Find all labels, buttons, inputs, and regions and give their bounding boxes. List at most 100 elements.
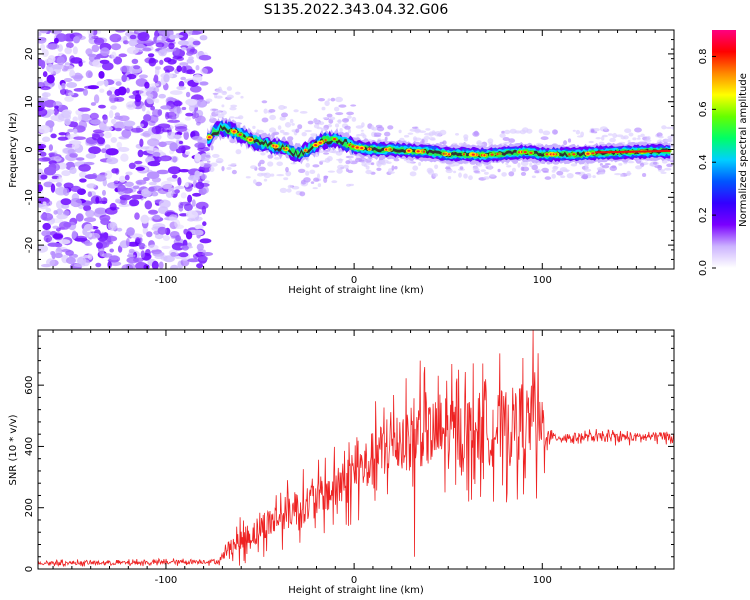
- y-tick-label: 0: [24, 566, 35, 572]
- noise-blob: [174, 189, 180, 194]
- speckle: [582, 173, 589, 180]
- noise-blob: [180, 76, 186, 81]
- noise-blob: [101, 148, 107, 154]
- speckle: [283, 106, 288, 109]
- noise-blob: [178, 252, 189, 258]
- noise-blob: [130, 194, 144, 200]
- noise-blob: [66, 82, 78, 88]
- noise-blob: [134, 237, 141, 246]
- noise-blob: [55, 182, 62, 188]
- speckle: [501, 172, 507, 177]
- ridge-peak: [529, 151, 533, 154]
- speckle: [634, 127, 642, 133]
- noise-blob: [179, 201, 191, 206]
- noise-blob: [40, 60, 46, 70]
- noise-blob: [88, 32, 95, 41]
- noise-blob: [41, 49, 49, 57]
- speckle: [425, 128, 431, 131]
- noise-blob: [197, 99, 208, 108]
- noise-blob: [184, 117, 191, 121]
- noise-blob: [126, 256, 139, 264]
- noise-blob: [57, 136, 68, 141]
- noise-blob: [38, 184, 43, 192]
- noise-blob: [199, 81, 209, 86]
- speckle: [381, 159, 389, 164]
- speckle: [640, 133, 645, 138]
- ridge-peak: [304, 149, 307, 152]
- speckle: [511, 167, 517, 173]
- noise-blob: [111, 168, 119, 174]
- speckle: [373, 132, 382, 136]
- noise-blob: [83, 204, 92, 212]
- noise-blob: [168, 214, 178, 222]
- speckle: [590, 129, 595, 133]
- noise-blob: [109, 94, 117, 104]
- noise-blob: [186, 51, 194, 56]
- noise-blob: [192, 40, 201, 46]
- speckle: [649, 162, 654, 167]
- noise-blob: [117, 184, 126, 192]
- speckle: [398, 129, 402, 134]
- noise-blob: [156, 169, 169, 175]
- plot-frame: [37, 329, 675, 570]
- noise-blob: [38, 108, 48, 117]
- speckle: [387, 125, 394, 130]
- noise-blob: [96, 242, 103, 249]
- noise-blob: [60, 198, 72, 206]
- noise-blob: [186, 210, 198, 219]
- speckle: [334, 123, 340, 128]
- noise-blob: [195, 181, 205, 189]
- noise-blob: [153, 214, 161, 220]
- noise-blob: [176, 105, 181, 114]
- noise-blob: [69, 166, 77, 174]
- speckle: [531, 175, 537, 179]
- speckle: [268, 109, 276, 113]
- noise-blob: [147, 160, 161, 167]
- noise-blob: [162, 235, 170, 241]
- noise-blob: [84, 85, 96, 90]
- noise-blob: [73, 128, 78, 134]
- speckle: [319, 160, 327, 163]
- noise-blob: [96, 81, 104, 86]
- speckle: [226, 86, 232, 91]
- speckle: [313, 123, 320, 129]
- noise-blob: [98, 71, 105, 79]
- noise-blob: [99, 248, 105, 257]
- speckle: [356, 134, 362, 137]
- noise-blob: [100, 126, 113, 132]
- noise-blob: [102, 115, 108, 124]
- noise-blob: [171, 242, 185, 251]
- speckle: [661, 160, 668, 164]
- noise-blob: [180, 258, 190, 267]
- speckle: [614, 173, 622, 176]
- noise-blob: [138, 74, 148, 79]
- noise-blob: [75, 157, 85, 161]
- noise-blob: [40, 174, 48, 180]
- speckle: [277, 125, 282, 130]
- speckle: [627, 160, 635, 164]
- noise-blob: [176, 85, 186, 91]
- speckle: [595, 137, 602, 140]
- speckle: [221, 166, 225, 172]
- speckle: [365, 169, 373, 175]
- noise-blob: [48, 144, 54, 152]
- noise-blob: [196, 243, 204, 251]
- noise-blob: [63, 222, 72, 228]
- ridge-peak: [416, 150, 420, 153]
- speckle: [487, 138, 494, 144]
- noise-blob: [148, 209, 158, 215]
- noise-blob: [116, 227, 123, 232]
- noise-blob: [47, 242, 60, 247]
- speckle: [301, 132, 307, 137]
- speckle: [309, 169, 316, 174]
- noise-blob: [77, 114, 82, 122]
- noise-blob: [51, 251, 56, 260]
- noise-blob: [99, 88, 105, 93]
- speckle: [565, 169, 569, 173]
- y-tick-label: 0: [24, 146, 35, 152]
- noise-blob: [190, 131, 196, 138]
- noise-blob: [106, 90, 113, 96]
- noise-blob: [144, 200, 153, 210]
- speckle: [540, 136, 549, 141]
- speckle: [250, 165, 257, 170]
